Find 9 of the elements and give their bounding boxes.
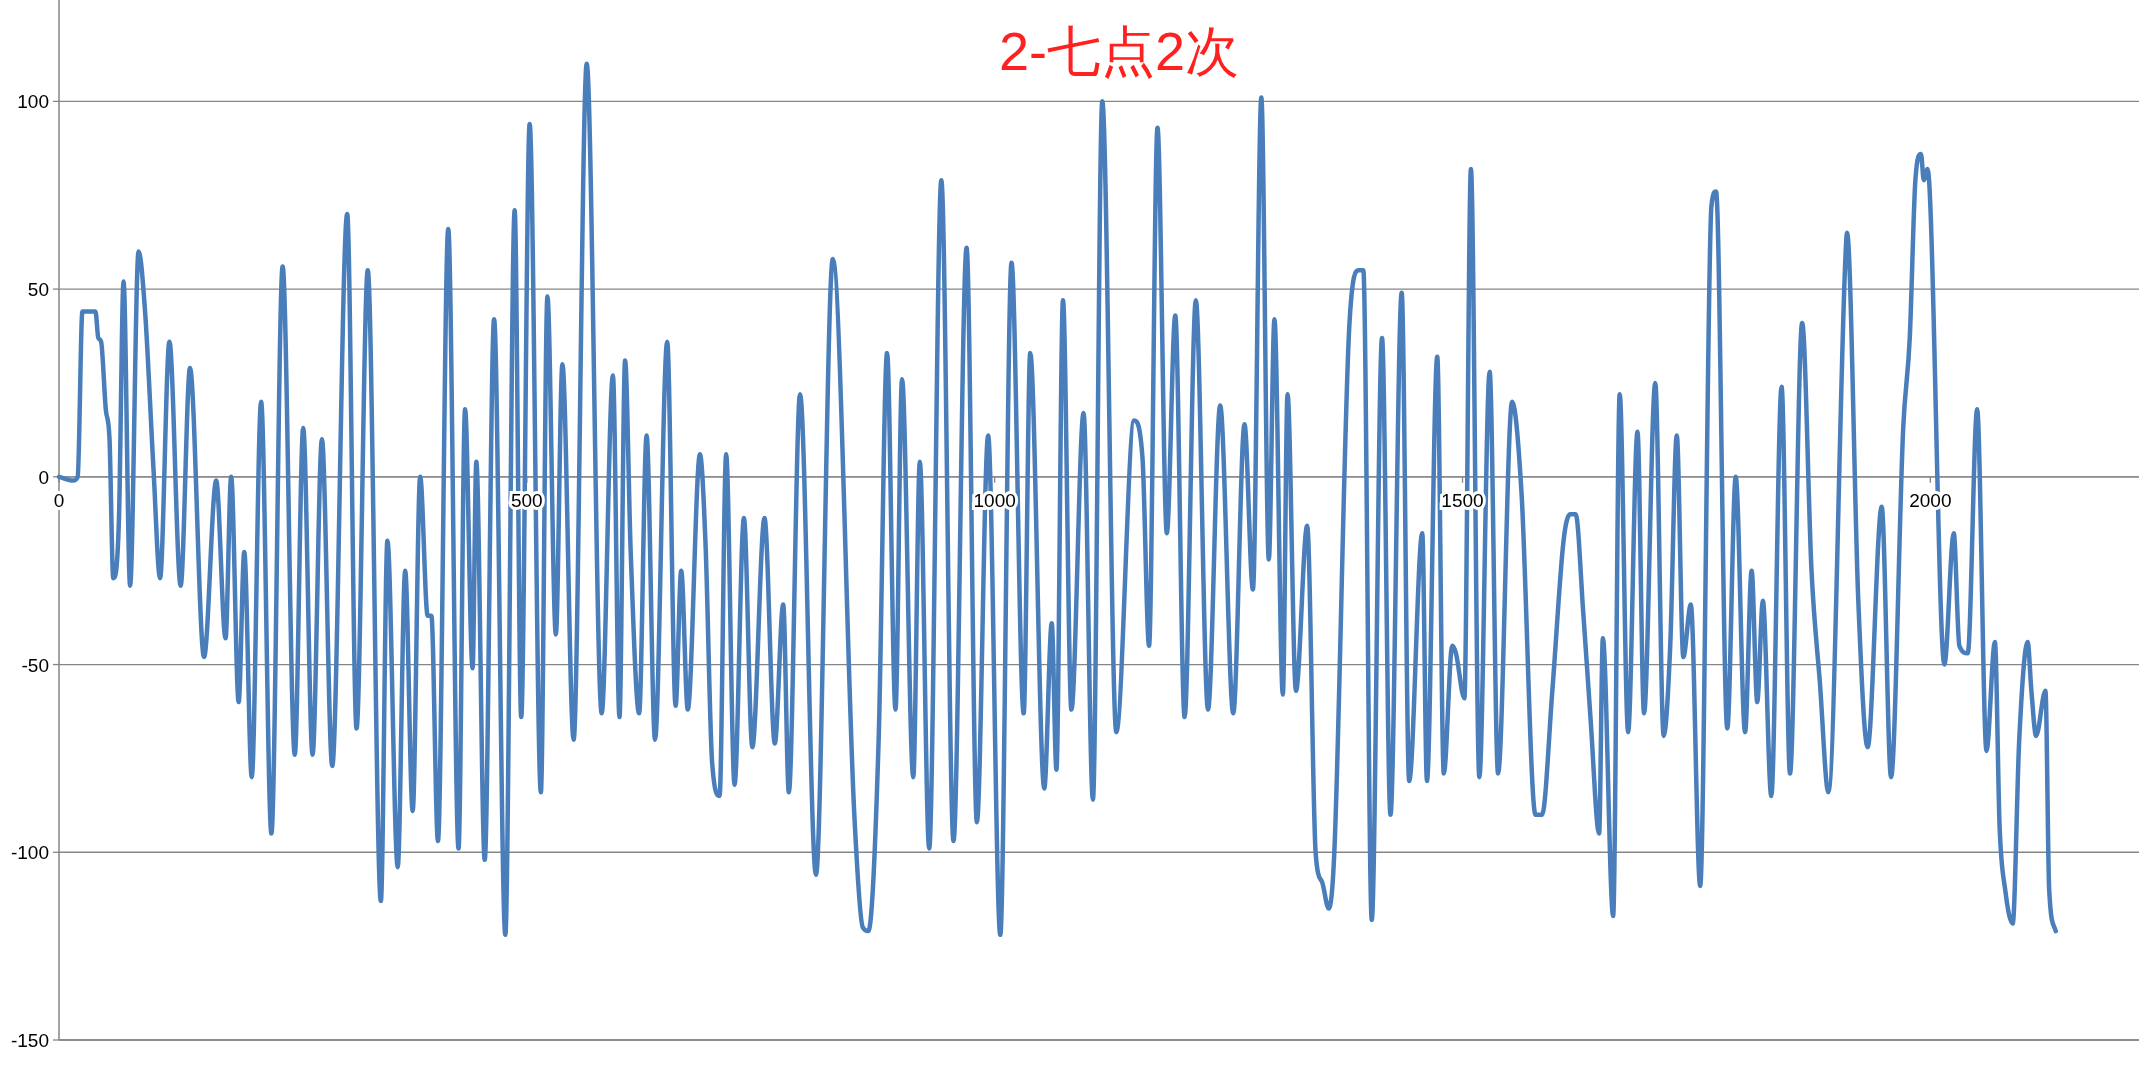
y-tick-label: -150	[10, 1030, 49, 1051]
x-tick-label: 500	[510, 489, 543, 511]
y-tick-label: 50	[27, 279, 49, 301]
y-tick-label: 100	[17, 91, 49, 113]
y-tick-label: -50	[21, 654, 49, 676]
x-tick-label: 0	[53, 489, 65, 511]
y-tick-label: 0	[38, 466, 49, 488]
y-tick-label: -100	[10, 842, 49, 864]
chart-title: 2-七点2次	[998, 21, 1240, 81]
